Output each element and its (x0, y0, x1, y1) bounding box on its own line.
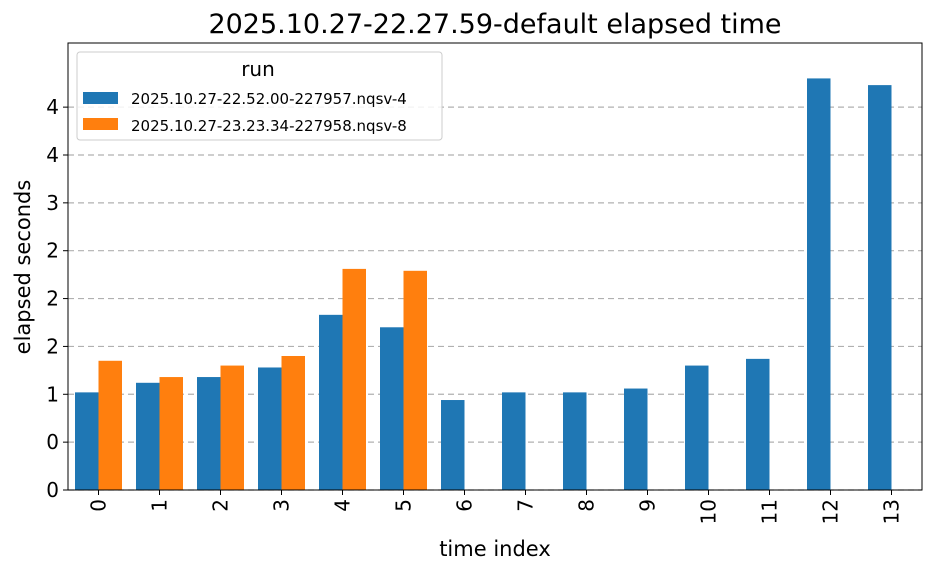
x-tick-label: 6 (453, 499, 477, 512)
bar-series-1-13 (868, 85, 892, 490)
bar-series-2-5 (403, 270, 427, 490)
bar-series-1-0 (75, 392, 99, 490)
x-tick-label: 0 (87, 499, 111, 512)
x-tick-label: 10 (697, 499, 721, 524)
legend-label-series-2: 2025.10.27-23.23.34-227958.nqsv-8 (131, 117, 407, 135)
y-tick-label: 2 (46, 239, 59, 263)
bar-series-1-11 (746, 358, 770, 490)
bar-series-2-0 (98, 360, 122, 490)
legend-swatch-series-2 (83, 118, 118, 130)
bar-series-1-12 (807, 78, 831, 491)
y-tick-label: 0 (46, 430, 59, 454)
bar-series-1-5 (380, 327, 404, 490)
bar-series-1-9 (624, 388, 648, 490)
bar-series-1-3 (258, 367, 282, 490)
y-tick-label: 4 (46, 95, 59, 119)
bar-series-2-4 (342, 268, 366, 490)
bar-series-1-10 (685, 365, 709, 490)
bar-series-2-1 (159, 377, 183, 490)
x-tick-label: 3 (270, 499, 294, 512)
y-axis-label: elapsed seconds (11, 180, 35, 355)
bar-series-1-1 (136, 382, 160, 490)
grid-lines (68, 106, 922, 491)
x-tick-label: 2 (209, 499, 233, 512)
y-axis: 0 0 1 2 2 2 3 4 4 (46, 95, 68, 502)
bar-series-1-7 (502, 392, 526, 490)
x-tick-label: 8 (575, 499, 599, 512)
y-tick-label: 2 (46, 287, 59, 311)
bars (75, 78, 892, 491)
bar-series-1-4 (319, 314, 343, 490)
x-tick-label: 5 (392, 499, 416, 512)
bar-series-1-8 (563, 392, 587, 490)
x-axis: 0 1 2 3 4 5 6 7 8 9 10 11 12 13 (87, 490, 904, 524)
bar-series-2-2 (220, 365, 244, 490)
y-tick-label: 4 (46, 143, 59, 167)
legend-title: run (241, 57, 275, 81)
bar-series-1-2 (197, 377, 221, 490)
x-tick-label: 7 (514, 499, 538, 512)
y-tick-label: 0 (46, 478, 59, 502)
chart-title: 2025.10.27-22.27.59-default elapsed time (208, 9, 781, 40)
legend-label-series-1: 2025.10.27-22.52.00-227957.nqsv-4 (131, 90, 407, 108)
x-tick-label: 1 (148, 499, 172, 512)
bar-series-1-6 (441, 400, 465, 490)
plot-frame (67, 42, 923, 491)
x-tick-label: 4 (331, 499, 355, 512)
bar-series-2-3 (281, 355, 305, 490)
x-tick-label: 9 (636, 499, 660, 512)
x-axis-label: time index (439, 537, 551, 561)
y-tick-label: 1 (46, 382, 59, 406)
x-tick-label: 12 (819, 499, 843, 524)
y-tick-label: 3 (46, 191, 59, 215)
y-tick-label: 2 (46, 334, 59, 358)
legend: run 2025.10.27-22.52.00-227957.nqsv-4 20… (76, 51, 443, 141)
legend-box (76, 51, 443, 141)
x-tick-label: 13 (880, 499, 904, 524)
x-tick-label: 11 (758, 499, 782, 524)
legend-swatch-series-1 (83, 92, 118, 104)
